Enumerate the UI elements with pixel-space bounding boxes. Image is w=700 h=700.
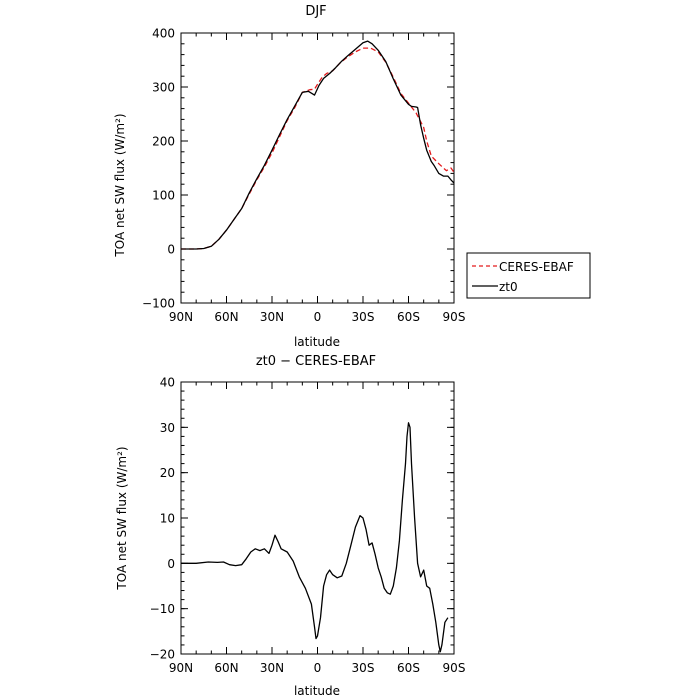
bottom-series-group: [181, 422, 449, 653]
bottom-y-tick-label: −20: [150, 648, 175, 662]
top-y-tick-label: 0: [167, 243, 175, 257]
bottom-axis-ticks: 90N 60N 30N 0 30S 60S 90S −20 −10 0 10 20 30 40: [150, 376, 466, 676]
bottom-x-tick-label: 30S: [352, 661, 375, 675]
top-series-ceres-ebaf: [181, 47, 455, 250]
top-x-axis-label: latitude: [294, 335, 340, 349]
bottom-title: zt0 − CERES-EBAF: [256, 354, 376, 369]
top-y-tick-label: 100: [152, 189, 175, 203]
top-y-tick-label: −100: [142, 297, 175, 311]
bottom-x-tick-label: 90S: [443, 661, 466, 675]
top-y-axis-label: TOA net SW flux (W/m²): [113, 113, 127, 257]
top-x-tick-label: 30S: [352, 310, 375, 324]
top-x-tick-label: 60N: [214, 310, 238, 324]
bottom-x-tick-label: 60N: [214, 661, 238, 675]
panel-bottom: zt0 − CERES-EBAF 90N 60N 30N 0 30S 60S 90S −20 −…: [115, 354, 465, 698]
bottom-series-line: [181, 422, 449, 653]
top-y-tick-label: 200: [152, 135, 175, 149]
top-axis-ticks: 90N 60N 30N 0 30S 60S 90S −100 0 100 200 300 400: [142, 27, 465, 325]
bottom-plot-frame: [180, 381, 455, 655]
top-x-tick-label: 30N: [260, 310, 284, 324]
panel-top: DJF 90N 60N 30N 0 30S 60S 90S −100 0 100 200 300 400…: [113, 4, 591, 349]
top-x-tick-label: 90S: [443, 310, 466, 324]
bottom-y-tick-label: 0: [167, 557, 175, 571]
top-y-tick-label: 400: [152, 27, 175, 41]
legend-label-zt0: zt0: [499, 280, 518, 294]
legend-box: [466, 252, 591, 299]
bottom-x-axis-label: latitude: [294, 684, 340, 698]
top-x-tick-label: 60S: [397, 310, 420, 324]
bottom-y-tick-label: 40: [160, 376, 175, 390]
bottom-y-tick-label: −10: [150, 602, 175, 616]
bottom-y-tick-label: 10: [160, 512, 175, 526]
bottom-x-tick-label: 90N: [169, 661, 193, 675]
bottom-x-tick-label: 30N: [260, 661, 284, 675]
top-y-tick-label: 300: [152, 81, 175, 95]
top-title: DJF: [305, 4, 326, 19]
top-x-tick-label: 0: [314, 310, 322, 324]
bottom-x-tick-label: 60S: [397, 661, 420, 675]
top-series-zt0: [181, 40, 455, 250]
legend-label-ceres: CERES-EBAF: [499, 260, 574, 274]
legend: CERES-EBAF zt0: [466, 252, 591, 299]
bottom-y-tick-label: 30: [160, 421, 175, 435]
bottom-x-tick-label: 0: [314, 661, 322, 675]
bottom-y-tick-label: 20: [160, 466, 175, 480]
bottom-y-axis-label: TOA net SW flux (W/m²): [115, 446, 129, 590]
top-series-group: [181, 40, 455, 250]
top-x-tick-label: 90N: [169, 310, 193, 324]
top-plot-frame: [180, 32, 455, 304]
